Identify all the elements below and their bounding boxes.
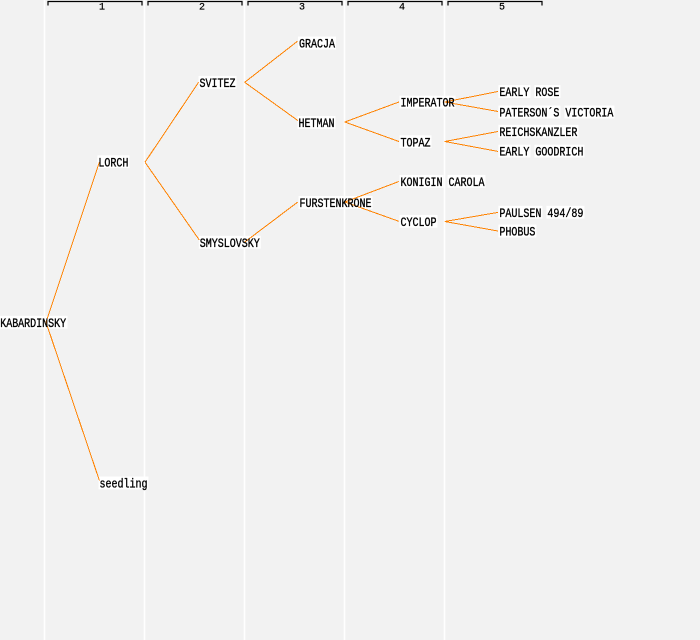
svg-text:TOPAZ: TOPAZ [401, 135, 431, 150]
svg-text:PHOBUS: PHOBUS [499, 225, 535, 240]
svg-text:3: 3 [299, 3, 305, 14]
svg-text:seedling: seedling [100, 477, 148, 492]
svg-text:KABARDINSKY: KABARDINSKY [0, 316, 66, 331]
svg-text:IMPERATOR: IMPERATOR [401, 96, 455, 111]
svg-text:4: 4 [399, 3, 405, 14]
svg-text:HETMAN: HETMAN [299, 116, 335, 131]
svg-text:GRACJA: GRACJA [299, 37, 335, 52]
svg-text:REICHSKANZLER: REICHSKANZLER [499, 125, 577, 140]
svg-text:5: 5 [499, 3, 505, 14]
svg-text:LORCH: LORCH [98, 155, 128, 170]
svg-text:PAULSEN 494/89: PAULSEN 494/89 [499, 206, 583, 221]
svg-text:SMYSLOVSKY: SMYSLOVSKY [200, 236, 260, 251]
svg-text:CYCLOP: CYCLOP [401, 215, 437, 230]
svg-text:SVITEZ: SVITEZ [200, 76, 236, 91]
svg-text:FURSTENKRONE: FURSTENKRONE [300, 196, 372, 211]
svg-text:PATERSON´S VICTORIA: PATERSON´S VICTORIA [499, 106, 613, 121]
svg-text:EARLY GOODRICH: EARLY GOODRICH [499, 145, 583, 160]
svg-text:2: 2 [199, 3, 205, 14]
svg-text:EARLY ROSE: EARLY ROSE [499, 85, 559, 100]
svg-text:KONIGIN CAROLA: KONIGIN CAROLA [401, 175, 485, 190]
svg-text:1: 1 [99, 3, 105, 14]
